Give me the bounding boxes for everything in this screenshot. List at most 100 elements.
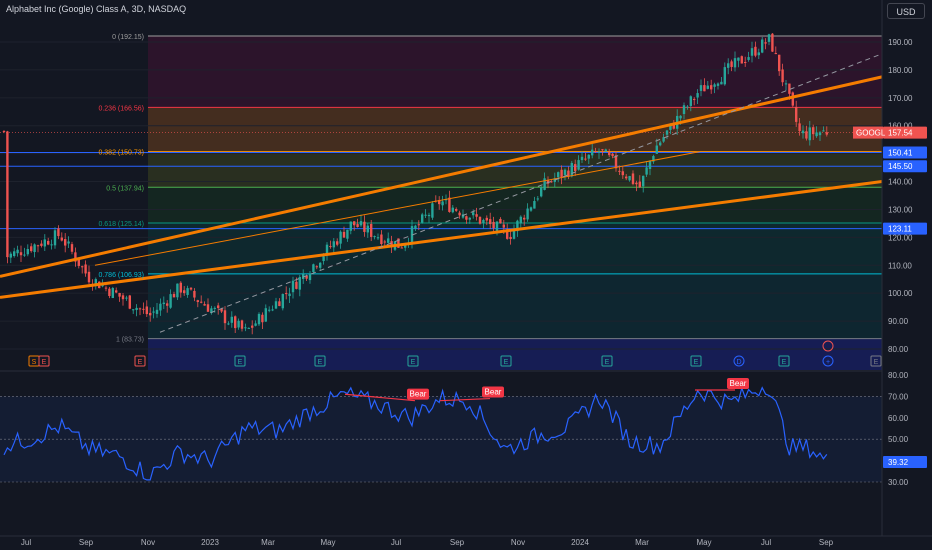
candle-body [291,280,295,293]
candles [2,32,828,335]
event-marker [690,355,702,367]
candle-body [801,130,805,134]
event-marker [778,355,790,367]
candle-body [618,170,621,172]
candle-body [597,151,601,153]
candle-body [706,85,709,89]
candle-body [608,152,611,156]
price-tick-label: 180.00 [888,66,913,75]
candle-body [669,123,672,130]
candle-body [628,176,631,181]
candle-body [757,52,760,56]
candle-body [40,243,43,246]
rsi-tick-label: 50.00 [888,435,909,444]
candle-body [475,214,478,217]
candle-body [733,58,737,68]
candle-body [138,308,142,310]
candle-body [125,297,128,299]
candle-body [183,290,186,294]
candle-body [74,252,77,262]
candle-body [431,203,434,218]
event-label: E [42,359,47,366]
candle-body [101,285,104,287]
candle-body [682,105,686,114]
event-label: E [874,359,879,366]
earnings-icon [822,340,834,352]
fib-label: 0.382 (150.73) [98,150,144,157]
candle-body [121,295,125,300]
candle-body [111,288,114,299]
event-label: + [826,359,830,366]
candle-body [784,83,788,85]
candle-body [482,219,485,223]
time-tick-label: Mar [261,538,275,547]
candle-body [210,308,213,313]
event-marker [234,355,246,367]
event-label: S [32,359,37,366]
candle-body [132,309,135,311]
candle-body [247,327,250,329]
price-label: 123.11 [888,225,912,234]
time-tick-label: Mar [635,538,649,547]
candle-body [373,236,376,238]
candle-body [563,169,567,175]
horizontal-lines [0,132,882,230]
candle-body [115,290,118,293]
candle-body [424,214,427,216]
fib-band [148,338,882,370]
rsi-line [3,385,828,481]
candle-body [529,207,533,211]
candle-body [203,304,206,306]
candle-body [533,200,536,209]
currency-button[interactable]: USD [887,3,925,19]
event-marker [870,355,882,367]
candle-body [506,229,509,239]
candle-body [818,132,822,136]
fib-band [148,107,882,152]
candle-body [19,252,23,256]
candle-body [149,312,152,316]
candle-body [744,62,747,64]
candle-body [795,106,798,122]
candle-body [36,245,40,247]
candle-body [142,308,145,310]
candle-body [251,325,254,328]
divergence-label: Bear [730,379,747,388]
fibonacci-labels: 0 (192.15) 0.236 (166.56) 0.382 (150.73) 0.… [98,34,144,344]
candle-body [366,225,369,233]
candle-body [502,224,505,228]
candle-body [159,303,162,311]
candle-body [492,221,495,229]
candle-body [536,198,539,200]
candle-body [342,231,346,238]
candle-body [169,294,172,308]
candle-body [30,246,33,252]
candle-body [152,311,155,313]
candle-body [322,256,325,262]
candle-body [380,234,383,245]
candle-body [754,46,757,56]
candle-body [560,169,563,178]
candle-body [237,320,240,328]
candle-body [84,264,87,274]
candle-body [298,276,301,290]
candle-body [485,217,488,221]
candle-body [359,221,363,226]
candle-body [427,214,431,217]
candle-body [516,220,519,232]
candle-body [421,214,424,223]
candle-body [648,160,652,169]
candle-body [771,33,774,52]
candle-body [652,156,655,162]
event-marker [38,355,50,367]
candle-body [611,153,614,156]
candle-body [550,181,553,183]
time-tick-label: Sep [450,538,465,547]
time-tick-label: 2023 [201,538,219,547]
candle-body [461,214,465,218]
candle-body [822,130,825,132]
candle-body [383,241,386,243]
candle-body [720,81,723,85]
candle-body [788,83,791,94]
